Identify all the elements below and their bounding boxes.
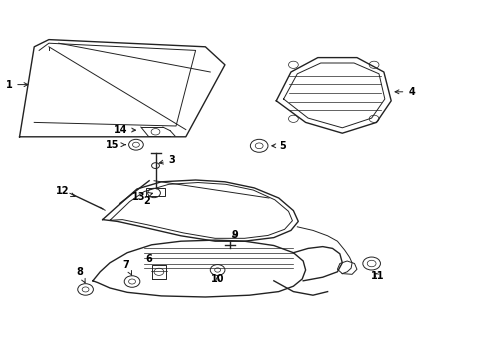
Text: 7: 7	[122, 260, 131, 275]
Text: 12: 12	[56, 186, 75, 197]
Text: 2: 2	[143, 196, 150, 206]
Text: 11: 11	[370, 271, 384, 282]
Text: 9: 9	[231, 230, 238, 240]
Text: 10: 10	[210, 274, 224, 284]
Text: 8: 8	[76, 267, 85, 283]
Text: 3: 3	[159, 155, 175, 165]
Text: 14: 14	[113, 125, 135, 135]
Text: 4: 4	[394, 87, 414, 97]
Text: 15: 15	[106, 140, 125, 150]
Text: 6: 6	[145, 254, 152, 264]
Text: 1: 1	[5, 80, 28, 90]
Text: 5: 5	[271, 141, 286, 151]
Text: 13: 13	[132, 192, 152, 202]
